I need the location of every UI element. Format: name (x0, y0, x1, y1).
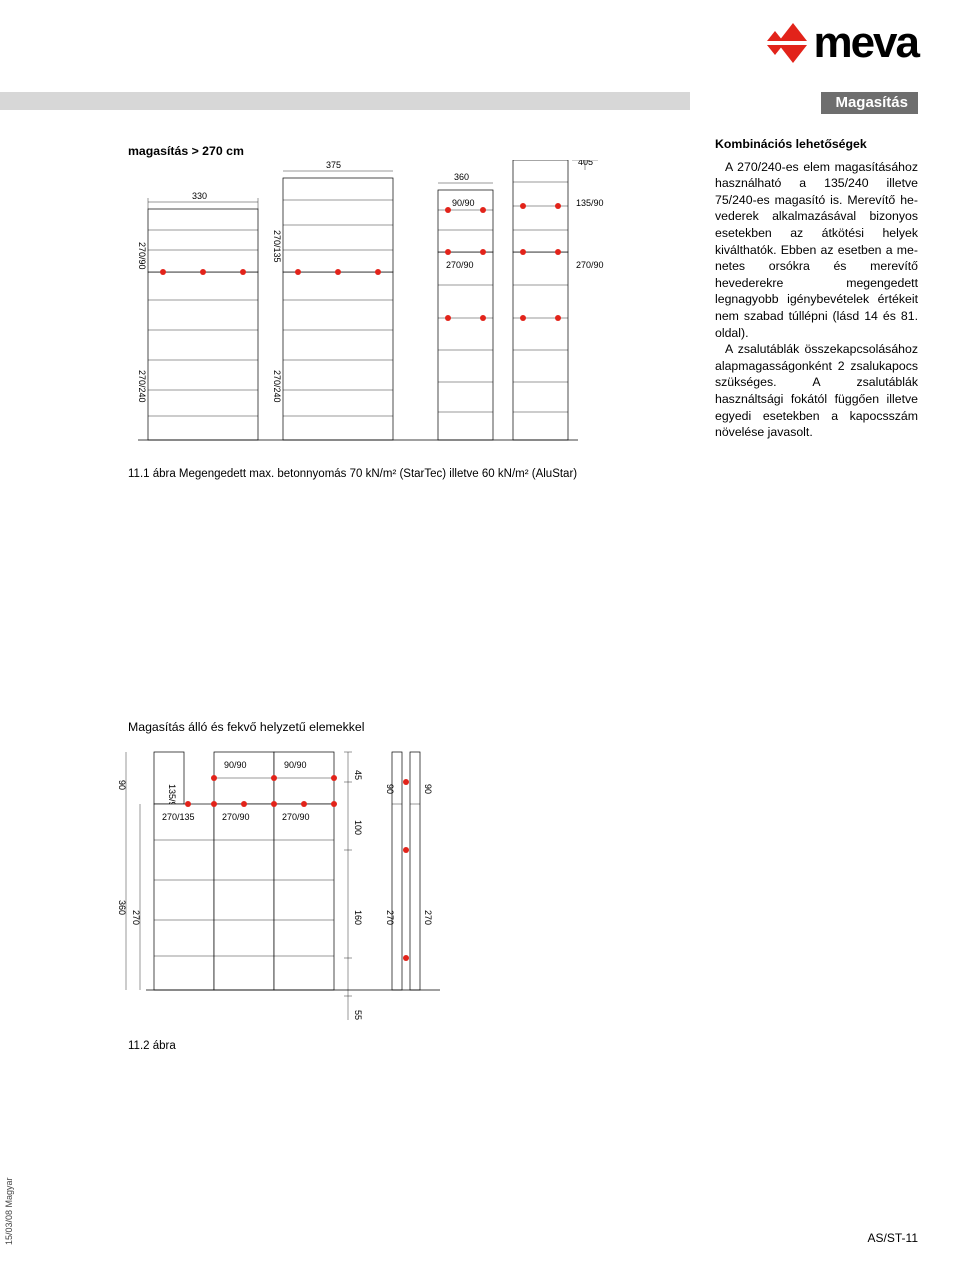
dim: 360 (117, 900, 127, 915)
page-title: Magasítás (821, 92, 918, 114)
dim: 270 (423, 910, 433, 925)
dim: 360 (454, 172, 469, 182)
footer-left: 15/03/08 Magyar (4, 1177, 14, 1245)
fig2-heading: Magasítás álló és fekvő helyzetű elemekk… (128, 720, 365, 734)
label: 270/135 (272, 230, 282, 263)
dim: 100 (353, 820, 363, 835)
label: 270/90 (222, 812, 250, 822)
label: 270/90 (282, 812, 310, 822)
label: 270/240 (272, 370, 282, 403)
dim: 270 (131, 910, 141, 925)
body-subhead: Kombinációs lehető­ségek (715, 136, 918, 153)
figure-11-1: 270/90 270/240 330 270/135 270/240 375 (128, 160, 688, 460)
label: 90/90 (224, 760, 247, 770)
body-para-1: A 270/240-es elem ma­gasításához használ… (715, 159, 918, 342)
label: 90/90 (452, 198, 475, 208)
label: 270/135 (162, 812, 195, 822)
dim: 55 (353, 1010, 363, 1020)
label: 270/90 (137, 242, 147, 270)
dim: 90 (385, 784, 395, 794)
label: 90/90 (284, 760, 307, 770)
brand-logo: meva (763, 18, 918, 68)
footer-right: AS/ST-11 (868, 1231, 918, 1245)
brand-name: meva (813, 18, 918, 68)
fig2-caption: 11.2 ábra (128, 1040, 176, 1052)
dim: 90 (423, 784, 433, 794)
fig1-heading: magasítás > 270 cm (128, 144, 244, 158)
label: 135/90 (576, 198, 604, 208)
dim: 330 (192, 191, 207, 201)
figure-11-2: 90 360 270 135/90 270/135 90/90 90/90 27… (110, 740, 670, 1030)
dim: 270 (385, 910, 395, 925)
label: 270/240 (137, 370, 147, 403)
dim: 90 (117, 780, 127, 790)
body-column: Kombinációs lehető­ségek A 270/240-es el… (715, 136, 918, 441)
header-strip (0, 92, 690, 110)
fig1-caption: 11.1 ábra Megengedett max. betonnyomás 7… (128, 468, 577, 480)
body-para-2: A zsalutáblák összekap­csolásához alapma… (715, 341, 918, 441)
dim: 45 (353, 770, 363, 780)
dim: 405 (578, 160, 593, 167)
dim: 160 (353, 910, 363, 925)
label: 270/90 (446, 260, 474, 270)
dim: 375 (326, 160, 341, 170)
label: 270/90 (576, 260, 604, 270)
brand-mark-icon (763, 23, 809, 63)
